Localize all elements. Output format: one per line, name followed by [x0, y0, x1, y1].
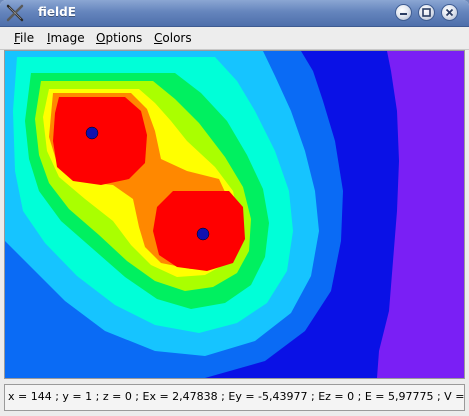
- menu-colors[interactable]: Colors: [154, 31, 192, 45]
- maximize-button[interactable]: [418, 4, 435, 21]
- close-icon: [445, 8, 454, 17]
- maximize-icon: [422, 8, 431, 17]
- status-readout: x = 144 ; y = 1 ; z = 0 ; Ex = 2,47838 ;…: [8, 390, 465, 403]
- field-view[interactable]: [4, 50, 465, 379]
- field-band-outer: [377, 51, 464, 378]
- crossed-tools-icon: [6, 4, 24, 22]
- field-plot[interactable]: [5, 51, 464, 378]
- menu-image[interactable]: Image: [47, 31, 85, 45]
- charge-marker[interactable]: [196, 227, 210, 241]
- minimize-button[interactable]: [395, 4, 412, 21]
- menu-bar: File Image Options Colors: [0, 27, 469, 50]
- menu-options[interactable]: Options: [96, 31, 143, 45]
- menu-file[interactable]: File: [14, 31, 35, 45]
- close-button[interactable]: [441, 4, 458, 21]
- title-bar[interactable]: fieldE: [0, 0, 469, 27]
- window-title: fieldE: [38, 5, 76, 19]
- status-bar: x = 144 ; y = 1 ; z = 0 ; Ex = 2,47838 ;…: [4, 384, 465, 411]
- charge-marker[interactable]: [85, 126, 99, 140]
- minimize-icon: [400, 13, 407, 15]
- field-peak: [53, 97, 147, 185]
